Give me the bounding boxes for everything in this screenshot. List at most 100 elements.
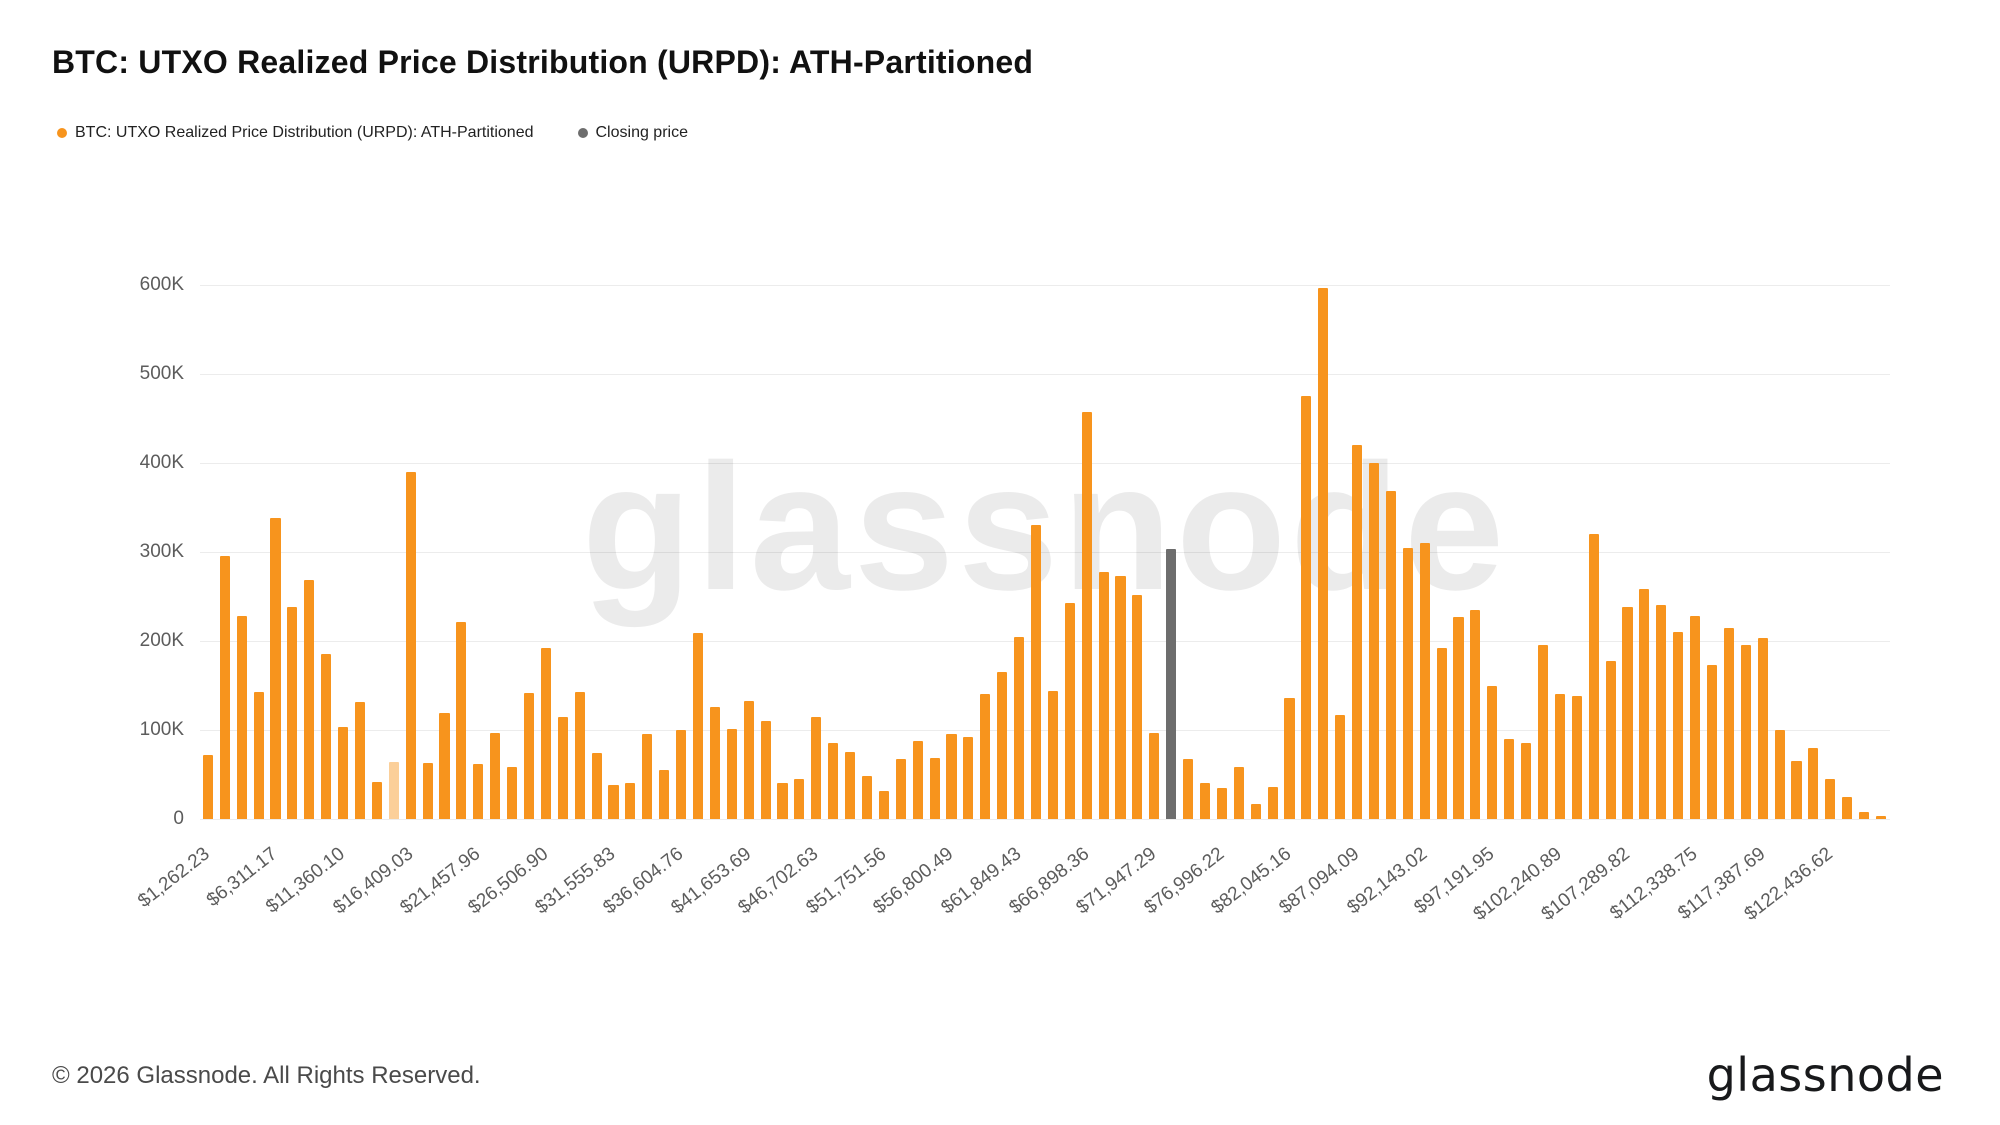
- urpd-bar[interactable]: [1233, 766, 1244, 819]
- urpd-bar[interactable]: [456, 622, 467, 819]
- urpd-bar[interactable]: [1554, 694, 1565, 819]
- urpd-bar[interactable]: [1098, 572, 1109, 819]
- urpd-bar[interactable]: [405, 471, 416, 819]
- urpd-bar[interactable]: [625, 783, 636, 819]
- urpd-bar[interactable]: [828, 743, 839, 819]
- urpd-bar[interactable]: [929, 758, 940, 819]
- urpd-bar[interactable]: [1183, 759, 1194, 819]
- urpd-bar[interactable]: [1318, 287, 1329, 819]
- urpd-bar[interactable]: [1047, 690, 1058, 819]
- urpd-bar[interactable]: [574, 691, 585, 819]
- urpd-bar[interactable]: [980, 694, 991, 819]
- urpd-bar[interactable]: [354, 702, 366, 819]
- urpd-bar[interactable]: [1842, 796, 1853, 819]
- urpd-bar[interactable]: [1014, 636, 1025, 819]
- urpd-bar[interactable]: [1875, 816, 1887, 819]
- urpd-bar[interactable]: [1368, 463, 1380, 819]
- urpd-bar[interactable]: [1284, 697, 1295, 819]
- urpd-bar[interactable]: [1064, 602, 1075, 819]
- urpd-bar[interactable]: [523, 692, 535, 819]
- urpd-bar[interactable]: [473, 763, 484, 819]
- urpd-bar[interactable]: [845, 752, 856, 819]
- urpd-bar[interactable]: [608, 785, 619, 819]
- urpd-bar[interactable]: [659, 770, 670, 819]
- urpd-bar[interactable]: [591, 753, 602, 819]
- urpd-bar[interactable]: [304, 580, 315, 819]
- urpd-bar[interactable]: [1352, 445, 1363, 819]
- urpd-bar[interactable]: [1199, 783, 1211, 819]
- urpd-bar[interactable]: [388, 762, 399, 819]
- urpd-bar[interactable]: [1385, 491, 1396, 819]
- urpd-bar[interactable]: [321, 654, 332, 819]
- urpd-bar[interactable]: [1639, 589, 1650, 819]
- urpd-bar[interactable]: [1436, 648, 1447, 819]
- urpd-bar[interactable]: [777, 783, 788, 819]
- urpd-bar[interactable]: [1808, 747, 1819, 819]
- urpd-bar[interactable]: [1030, 525, 1042, 819]
- urpd-bar[interactable]: [1267, 786, 1278, 819]
- urpd-bar[interactable]: [1081, 412, 1092, 819]
- urpd-bar[interactable]: [1216, 787, 1227, 819]
- urpd-bar[interactable]: [760, 721, 771, 819]
- urpd-bar[interactable]: [1740, 645, 1751, 819]
- urpd-bar[interactable]: [963, 737, 974, 819]
- urpd-bar[interactable]: [1149, 732, 1160, 819]
- urpd-bar[interactable]: [1453, 616, 1464, 819]
- urpd-bar[interactable]: [1706, 665, 1718, 819]
- urpd-bar[interactable]: [1723, 627, 1734, 819]
- urpd-bar[interactable]: [1504, 738, 1515, 819]
- urpd-bar[interactable]: [1622, 607, 1633, 819]
- urpd-bar[interactable]: [1301, 396, 1312, 819]
- urpd-bar[interactable]: [1250, 803, 1261, 819]
- urpd-bar[interactable]: [338, 727, 349, 819]
- urpd-bar[interactable]: [1690, 616, 1701, 819]
- urpd-bar[interactable]: [676, 730, 687, 819]
- urpd-bar[interactable]: [1487, 685, 1498, 819]
- urpd-bar[interactable]: [946, 733, 957, 819]
- urpd-bar[interactable]: [270, 518, 281, 819]
- urpd-bar[interactable]: [202, 754, 213, 819]
- urpd-bar[interactable]: [557, 716, 568, 819]
- urpd-bar[interactable]: [371, 781, 382, 819]
- urpd-bar[interactable]: [895, 759, 906, 819]
- urpd-bar[interactable]: [794, 778, 805, 819]
- urpd-bar[interactable]: [490, 732, 501, 819]
- urpd-bar[interactable]: [1571, 696, 1582, 819]
- legend-item-closing-price[interactable]: Closing price: [577, 124, 688, 142]
- urpd-bar[interactable]: [997, 672, 1008, 819]
- urpd-bar[interactable]: [1673, 632, 1684, 819]
- urpd-bar[interactable]: [1791, 761, 1802, 819]
- closing-price-bar[interactable]: [1166, 549, 1177, 819]
- urpd-bar[interactable]: [1537, 645, 1549, 819]
- urpd-bar[interactable]: [1402, 547, 1413, 819]
- urpd-bar[interactable]: [726, 729, 737, 819]
- urpd-bar[interactable]: [1470, 609, 1481, 819]
- urpd-bar[interactable]: [1588, 534, 1599, 819]
- urpd-bar[interactable]: [1774, 730, 1785, 819]
- urpd-bar[interactable]: [692, 633, 704, 819]
- urpd-bar[interactable]: [1859, 811, 1870, 819]
- urpd-bar[interactable]: [1335, 714, 1346, 819]
- urpd-bar[interactable]: [861, 776, 873, 819]
- urpd-bar[interactable]: [811, 716, 822, 819]
- urpd-bar[interactable]: [253, 691, 264, 819]
- legend-item-urpd[interactable]: BTC: UTXO Realized Price Distribution (U…: [57, 124, 534, 142]
- urpd-bar[interactable]: [878, 790, 889, 819]
- urpd-bar[interactable]: [1656, 605, 1667, 819]
- urpd-bar[interactable]: [540, 648, 551, 819]
- urpd-bar[interactable]: [1825, 778, 1836, 819]
- urpd-bar[interactable]: [1757, 638, 1768, 819]
- urpd-bar[interactable]: [422, 762, 433, 819]
- urpd-bar[interactable]: [439, 713, 450, 819]
- urpd-bar[interactable]: [1605, 660, 1616, 819]
- urpd-bar[interactable]: [1419, 543, 1430, 819]
- urpd-bar[interactable]: [287, 607, 298, 819]
- urpd-bar[interactable]: [1132, 594, 1143, 819]
- urpd-bar[interactable]: [912, 740, 923, 819]
- urpd-bar[interactable]: [709, 706, 720, 819]
- urpd-bar[interactable]: [236, 616, 247, 819]
- urpd-bar[interactable]: [642, 734, 653, 819]
- urpd-bar[interactable]: [1115, 576, 1126, 819]
- urpd-bar[interactable]: [219, 556, 230, 819]
- urpd-bar[interactable]: [1521, 743, 1532, 819]
